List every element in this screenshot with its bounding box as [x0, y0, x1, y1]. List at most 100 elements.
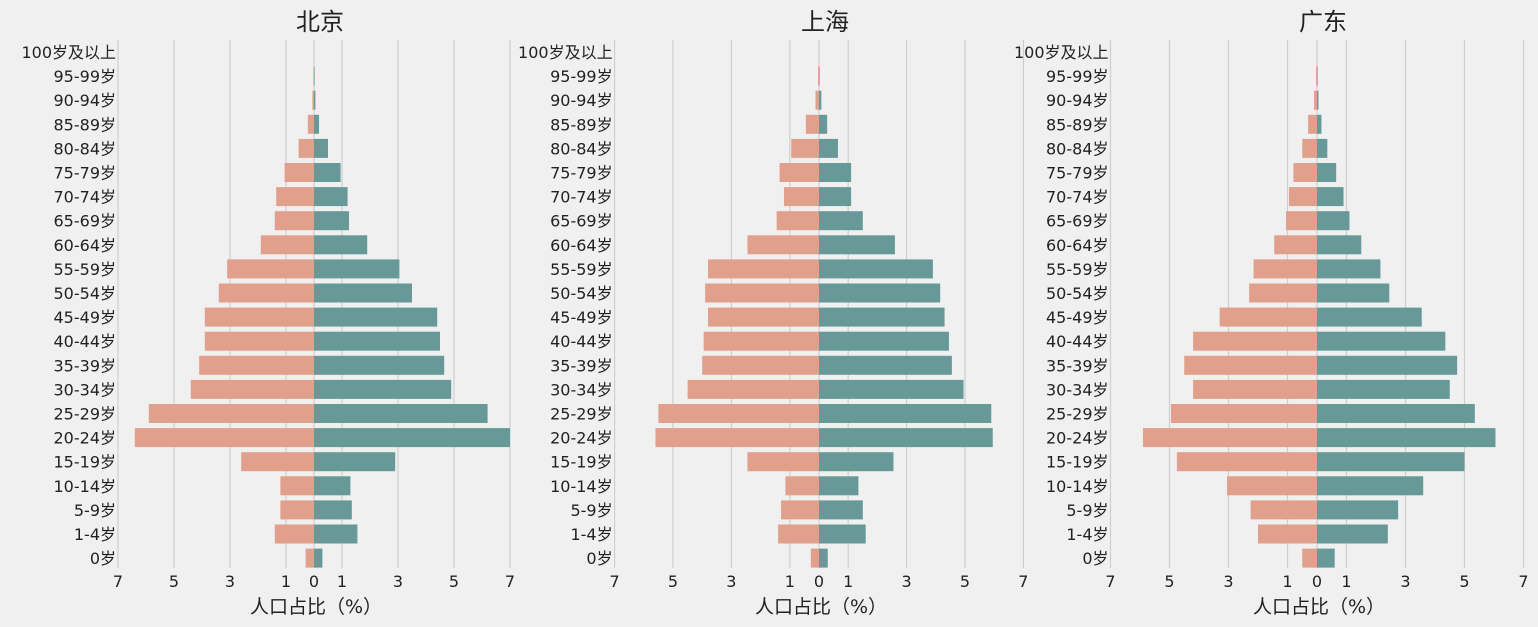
category-label: 85-89岁 — [550, 115, 613, 134]
category-label: 1-4岁 — [74, 525, 116, 544]
category-label: 65-69岁 — [550, 212, 613, 231]
bar-right — [1317, 283, 1390, 303]
bar-left — [747, 235, 819, 255]
category-label: 70-74岁 — [54, 188, 117, 207]
bar-left — [776, 211, 819, 231]
category-label: 95-99岁 — [54, 67, 117, 86]
category-label: 10-14岁 — [1046, 477, 1109, 496]
bar-left — [218, 283, 314, 303]
category-label: 75-79岁 — [550, 164, 613, 183]
bar-right — [1317, 331, 1446, 351]
x-tick-label: 5 — [1164, 572, 1174, 591]
bar-left — [305, 548, 314, 568]
bar-left — [1314, 90, 1317, 110]
x-tick-label: 7 — [610, 572, 620, 591]
category-label: 30-34岁 — [550, 380, 613, 399]
bar-left — [1302, 548, 1317, 568]
bar-right — [1317, 211, 1350, 231]
bar-right — [1317, 428, 1496, 448]
x-tick-label: 5 — [449, 572, 459, 591]
x-tick-label: 5 — [1459, 572, 1469, 591]
category-label: 95-99岁 — [550, 67, 613, 86]
category-label: 40-44岁 — [1046, 332, 1109, 351]
chart-panel-2: 0岁 1-4岁 5-9岁 10-14岁 15-19岁 20-24岁 25-29岁 30-34岁… — [1014, 8, 1529, 618]
x-axis-label: 人口占比（%） — [1253, 596, 1385, 618]
category-label: 80-84岁 — [54, 139, 117, 158]
bar-left — [274, 524, 314, 544]
bar-left — [1227, 476, 1317, 496]
bar-right — [314, 307, 438, 327]
x-tick-label: 7 — [1105, 572, 1115, 591]
bar-left — [747, 452, 819, 472]
x-tick-label: 1 — [281, 572, 291, 591]
bar-left — [1170, 404, 1317, 423]
category-label: 100岁及以上 — [518, 43, 613, 62]
bar-left — [1258, 524, 1317, 544]
x-tick-label: 5 — [668, 572, 678, 591]
bar-left — [148, 404, 314, 423]
bar-right — [819, 163, 852, 182]
chart-title: 上海 — [801, 8, 849, 36]
bar-left — [307, 114, 314, 134]
bar-right — [1317, 500, 1399, 520]
bar-right — [314, 355, 445, 375]
bar-right — [819, 331, 949, 351]
category-label: 85-89岁 — [1046, 115, 1109, 134]
bar-left — [1288, 187, 1317, 207]
bar-left — [791, 138, 819, 158]
category-label: 30-34岁 — [54, 380, 117, 399]
bar-left — [1250, 500, 1317, 520]
category-label: 80-84岁 — [1046, 139, 1109, 158]
bar-right — [1317, 187, 1344, 207]
x-tick-label: 3 — [393, 572, 403, 591]
x-tick-label: 7 — [113, 572, 123, 591]
bar-left — [781, 500, 819, 520]
bar-right — [314, 66, 315, 86]
bar-left — [779, 163, 819, 182]
category-label: 40-44岁 — [550, 332, 613, 351]
bar-right — [1317, 404, 1475, 423]
category-label: 75-79岁 — [1046, 164, 1109, 183]
category-label: 65-69岁 — [1046, 212, 1109, 231]
bar-left — [1253, 259, 1317, 279]
x-tick-label: 1 — [785, 572, 795, 591]
category-label: 30-34岁 — [1046, 380, 1109, 399]
category-label: 15-19岁 — [550, 453, 613, 472]
x-tick-label: 0 — [814, 572, 824, 591]
bar-left — [190, 379, 314, 399]
bar-right — [1317, 524, 1388, 544]
bar-right — [314, 163, 341, 182]
x-tick-label: 7 — [505, 572, 515, 591]
category-label: 90-94岁 — [550, 91, 613, 110]
bar-right — [314, 404, 488, 423]
bar-right — [819, 476, 859, 496]
bar-left — [705, 283, 819, 303]
category-label: 60-64岁 — [1046, 236, 1109, 255]
category-label: 50-54岁 — [550, 284, 613, 303]
bar-right — [314, 476, 351, 496]
bar-left — [815, 90, 819, 110]
x-tick-label: 1 — [337, 572, 347, 591]
category-label: 60-64岁 — [550, 236, 613, 255]
bar-right — [1317, 90, 1319, 110]
bar-right — [314, 331, 440, 351]
bar-left — [1176, 452, 1317, 472]
bar-left — [810, 548, 819, 568]
category-label: 45-49岁 — [1046, 308, 1109, 327]
x-tick-label: 3 — [726, 572, 736, 591]
bar-right — [1317, 235, 1362, 255]
bar-left — [280, 476, 314, 496]
bar-right — [314, 138, 328, 158]
bar-left — [1184, 355, 1317, 375]
category-label: 70-74岁 — [550, 188, 613, 207]
bar-right — [819, 404, 992, 423]
bar-right — [819, 187, 852, 207]
bar-right — [314, 428, 510, 448]
category-label: 55-59岁 — [54, 260, 117, 279]
category-label: 65-69岁 — [54, 212, 117, 231]
category-label: 25-29岁 — [1046, 405, 1109, 424]
category-label: 0岁 — [586, 549, 612, 568]
category-label: 5-9岁 — [570, 501, 612, 520]
category-label: 75-79岁 — [54, 164, 117, 183]
category-label: 60-64岁 — [54, 236, 117, 255]
